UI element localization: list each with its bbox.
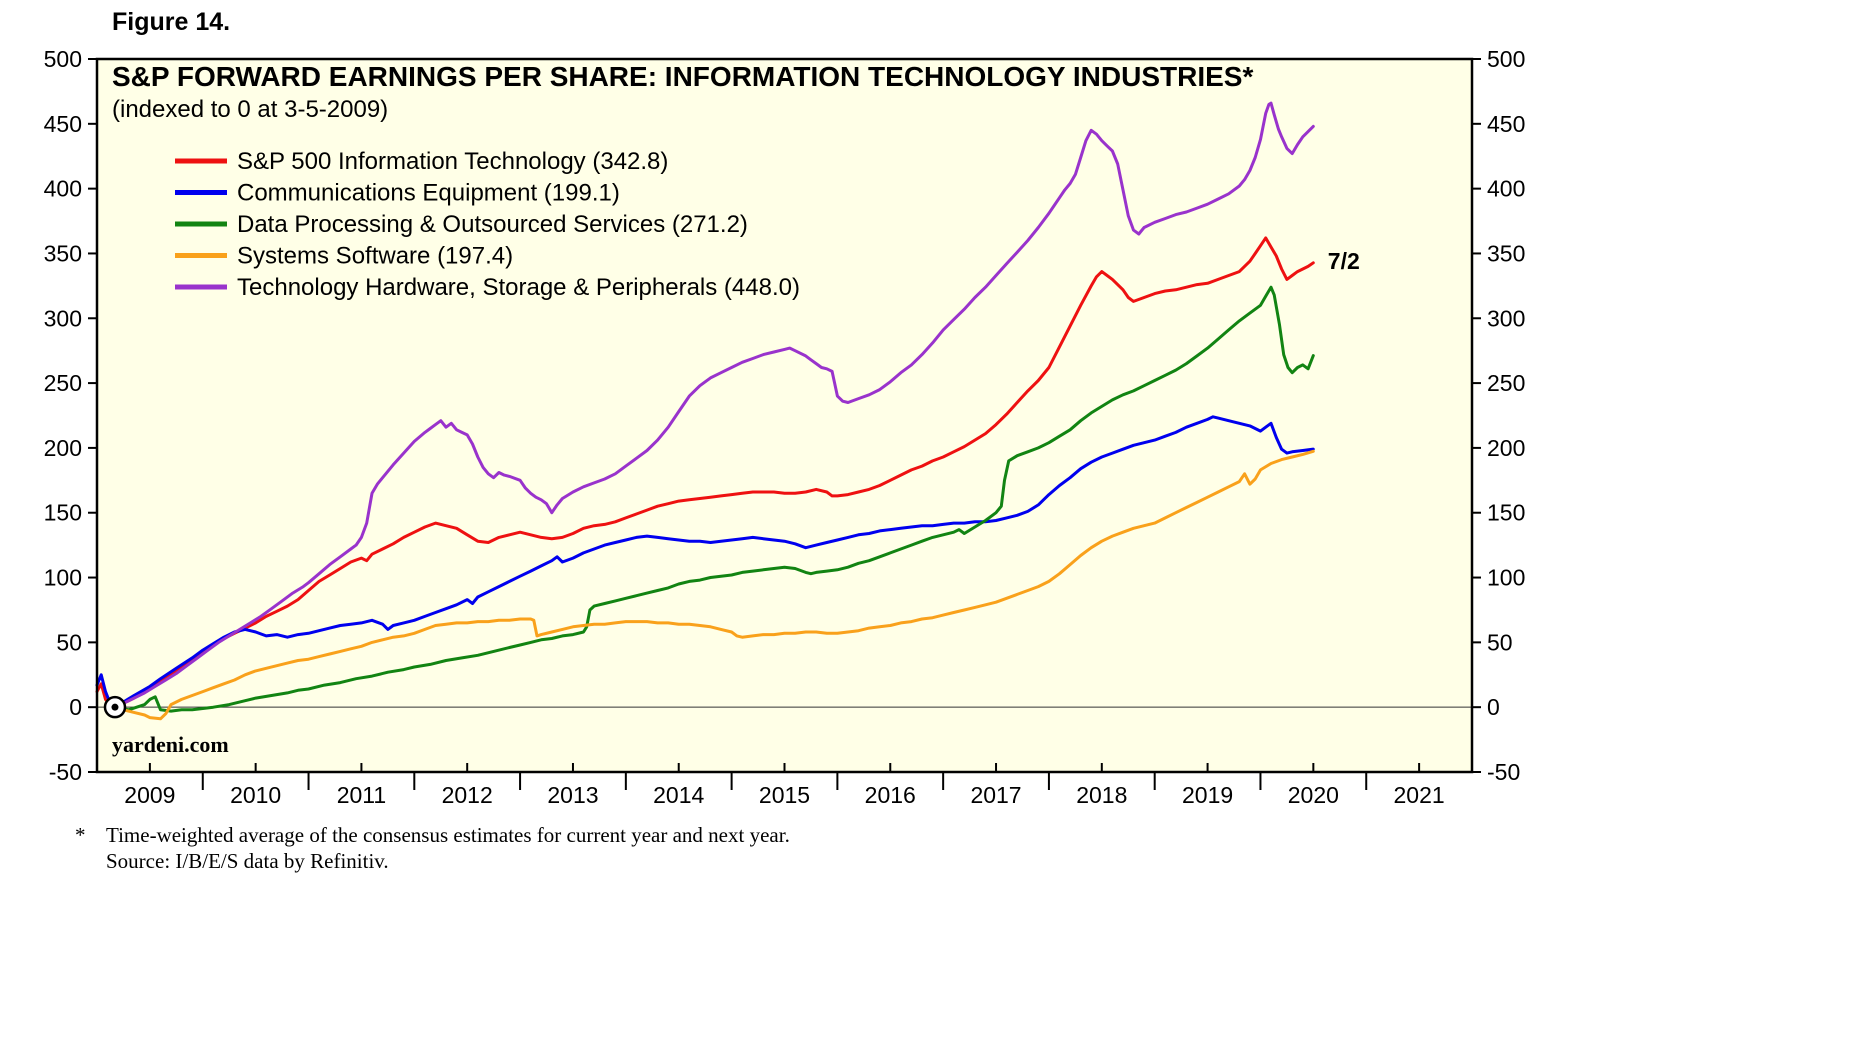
y-tick-label: 300 — [44, 305, 82, 331]
x-tick-label: 2016 — [865, 782, 916, 808]
y-tick-label: 250 — [1487, 370, 1525, 396]
y-tick-label: 500 — [44, 46, 82, 72]
footnote-asterisk: * — [75, 823, 86, 847]
y-tick-label: 450 — [1487, 111, 1525, 137]
y-tick-label: 150 — [1487, 500, 1525, 526]
y-tick-label: 100 — [44, 565, 82, 591]
figure-label: Figure 14. — [112, 8, 231, 36]
y-tick-label: 400 — [44, 176, 82, 202]
origin-marker-dot — [111, 703, 119, 711]
x-tick-label: 2009 — [124, 782, 175, 808]
watermark: yardeni.com — [112, 732, 229, 757]
series-line — [95, 236, 1315, 709]
y-tick-label: 250 — [44, 370, 82, 396]
x-tick-label: 2011 — [337, 782, 386, 808]
source-row: Source: I/B/E/S data by Refinitiv. — [75, 848, 790, 874]
x-tick-label: 2012 — [442, 782, 493, 808]
series-line — [113, 285, 1315, 713]
x-tick-label: 2014 — [653, 782, 704, 808]
series-line — [113, 449, 1315, 721]
y-tick-label: 400 — [1487, 176, 1525, 202]
plot-border — [95, 57, 1474, 774]
x-tick-label: 2018 — [1076, 782, 1127, 808]
y-tick-label: 50 — [56, 629, 82, 655]
y-tick-label: 200 — [1487, 435, 1525, 461]
legend-label: Data Processing & Outsourced Services (2… — [237, 211, 748, 238]
y-tick-label: 350 — [1487, 240, 1525, 266]
y-tick-label: 500 — [1487, 46, 1525, 72]
plot-area — [97, 59, 1472, 772]
chart-subtitle: (indexed to 0 at 3-5-2009) — [112, 96, 388, 123]
legend-label: Communications Equipment (199.1) — [237, 180, 620, 207]
y-tick-label: 0 — [69, 694, 82, 720]
y-tick-label: -50 — [1487, 759, 1520, 785]
y-tick-label: 100 — [1487, 565, 1525, 591]
x-tick-label: 2015 — [759, 782, 810, 808]
x-tick-label: 2010 — [230, 782, 281, 808]
x-tick-label: 2019 — [1182, 782, 1233, 808]
legend-label: Systems Software (197.4) — [237, 243, 513, 270]
chart-title: S&P FORWARD EARNINGS PER SHARE: INFORMAT… — [112, 61, 1253, 92]
series-line — [95, 415, 1315, 709]
x-tick-label: 2013 — [547, 782, 598, 808]
footnotes: * Time-weighted average of the consensus… — [75, 822, 790, 874]
legend-label: Technology Hardware, Storage & Periphera… — [237, 274, 800, 301]
y-tick-label: 200 — [44, 435, 82, 461]
y-tick-label: -50 — [49, 759, 82, 785]
source-indent — [75, 848, 106, 874]
x-tick-label: 2021 — [1394, 782, 1445, 808]
source-text: Source: I/B/E/S data by Refinitiv. — [106, 849, 389, 873]
y-tick-label: 0 — [1487, 694, 1500, 720]
footnote-row: * Time-weighted average of the consensus… — [75, 822, 790, 848]
y-tick-label: 50 — [1487, 629, 1513, 655]
x-tick-label: 2020 — [1288, 782, 1339, 808]
legend-label: S&P 500 Information Technology (342.8) — [237, 148, 668, 175]
y-tick-label: 350 — [44, 240, 82, 266]
y-tick-label: 450 — [44, 111, 82, 137]
series-line — [113, 101, 1315, 709]
annotation-label: 7/2 — [1328, 248, 1360, 274]
x-tick-label: 2017 — [970, 782, 1021, 808]
footnote-text: Time-weighted average of the consensus e… — [106, 823, 790, 847]
y-tick-label: 300 — [1487, 305, 1525, 331]
y-tick-label: 150 — [44, 500, 82, 526]
